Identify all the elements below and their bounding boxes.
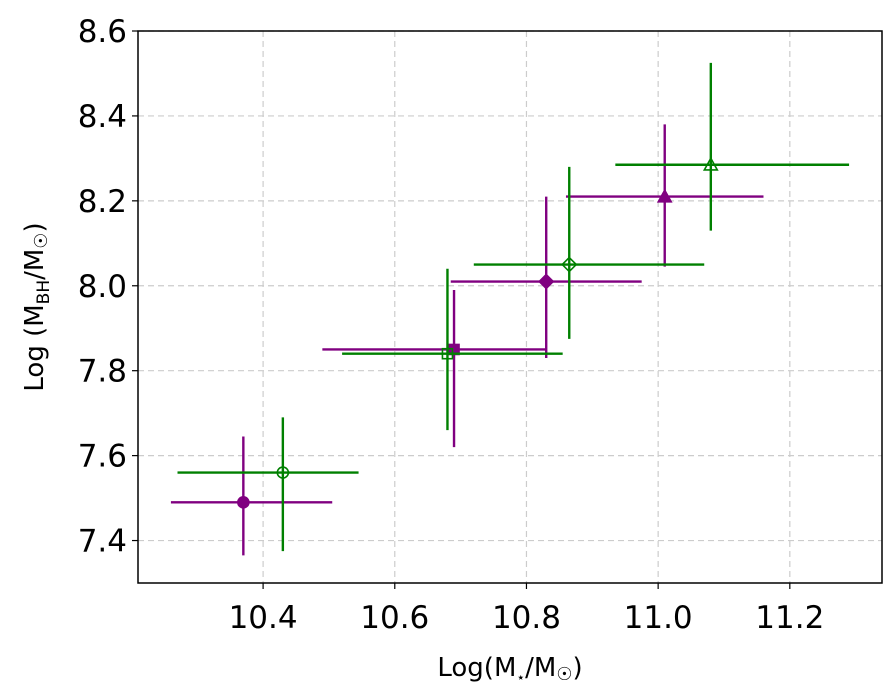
y-axis-label: Log (MBH/M☉) [20,222,54,391]
y-tick-label: 8.0 [78,269,127,305]
marker-triangle [656,188,673,203]
x-tick-label: 11.2 [755,600,824,636]
marker-circle [237,496,250,509]
marker-square [441,347,454,360]
x-tick-label: 10.4 [229,600,298,636]
y-tick-label: 8.4 [78,99,127,135]
data-points [170,62,850,556]
y-tick-label: 7.8 [78,354,127,390]
y-tick-label: 7.6 [78,439,127,475]
marker-diamond [561,256,578,273]
marker-circle [276,466,290,479]
x-tick-label: 10.8 [492,600,561,636]
marker-triangle [702,156,719,171]
x-axis-label: Log(M⋆/M☉) [437,653,582,686]
y-tick-label: 8.2 [78,184,127,220]
marker-diamond [538,273,555,290]
y-tick-label: 7.4 [78,524,127,560]
ticks: 10.4 10.6 10.8 11.0 11.2 7.4 7.6 7.8 8.0 8.2 8.4 8.… [78,14,825,636]
plot-frame [137,30,883,584]
y-tick-label: 8.6 [78,14,127,50]
x-tick-label: 10.6 [360,600,429,636]
grid [138,30,882,583]
x-tick-label: 11.0 [624,600,693,636]
